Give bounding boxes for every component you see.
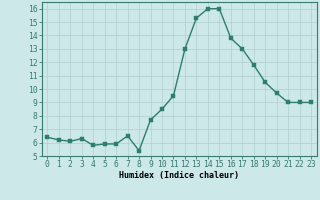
- X-axis label: Humidex (Indice chaleur): Humidex (Indice chaleur): [119, 171, 239, 180]
